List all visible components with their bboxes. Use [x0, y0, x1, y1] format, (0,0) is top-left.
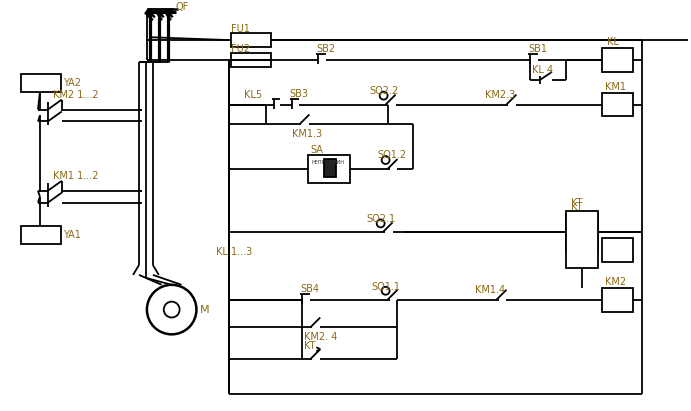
- Bar: [602, 48, 633, 72]
- Text: KM2: KM2: [605, 277, 627, 287]
- Bar: [231, 33, 271, 47]
- Text: FU2: FU2: [231, 44, 250, 54]
- Text: KM2 1...2: KM2 1...2: [53, 90, 98, 99]
- Bar: [21, 226, 61, 244]
- Text: SB2: SB2: [316, 44, 335, 54]
- Text: НЕПР: НЕПР: [312, 159, 325, 164]
- Text: SB4: SB4: [301, 284, 319, 294]
- Bar: [231, 53, 271, 67]
- Text: SQ1.1: SQ1.1: [372, 282, 401, 292]
- Text: KL 1...3: KL 1...3: [216, 247, 252, 257]
- Text: KT: KT: [571, 198, 583, 208]
- Text: SB3: SB3: [290, 89, 309, 99]
- Text: KM1.4: KM1.4: [475, 285, 505, 295]
- Text: KT: KT: [571, 201, 583, 212]
- Text: YA1: YA1: [63, 230, 81, 240]
- Text: SB1: SB1: [528, 44, 547, 54]
- Circle shape: [147, 285, 196, 334]
- Text: SQ1.2: SQ1.2: [378, 150, 407, 160]
- Circle shape: [164, 302, 180, 318]
- Bar: [602, 288, 633, 312]
- Bar: [566, 215, 598, 250]
- Bar: [308, 155, 350, 183]
- Text: KM1: KM1: [605, 82, 627, 92]
- Circle shape: [381, 156, 390, 164]
- Text: KM1.3: KM1.3: [292, 129, 321, 139]
- Bar: [324, 159, 336, 177]
- Text: KL5: KL5: [244, 90, 262, 99]
- Text: M: M: [200, 305, 209, 314]
- Text: KM2.3: KM2.3: [484, 90, 515, 99]
- Text: KT: KT: [305, 341, 316, 351]
- Bar: [602, 238, 633, 262]
- Text: SA: SA: [310, 145, 323, 155]
- Circle shape: [379, 92, 388, 99]
- Text: KM1 1...2: KM1 1...2: [53, 171, 98, 181]
- Text: ОДИН: ОДИН: [330, 159, 345, 164]
- Circle shape: [381, 287, 390, 295]
- Bar: [566, 210, 598, 268]
- Text: SQ2.1: SQ2.1: [367, 215, 396, 224]
- Text: KM2. 4: KM2. 4: [305, 332, 338, 342]
- Bar: [602, 92, 633, 116]
- Text: KL 4: KL 4: [532, 65, 553, 75]
- Text: QF: QF: [176, 2, 189, 12]
- Text: KL: KL: [607, 37, 619, 47]
- Bar: [21, 74, 61, 92]
- Circle shape: [377, 219, 385, 227]
- Text: SQ2.2: SQ2.2: [370, 85, 399, 96]
- Text: FU1: FU1: [231, 24, 250, 34]
- Text: YA2: YA2: [63, 78, 81, 88]
